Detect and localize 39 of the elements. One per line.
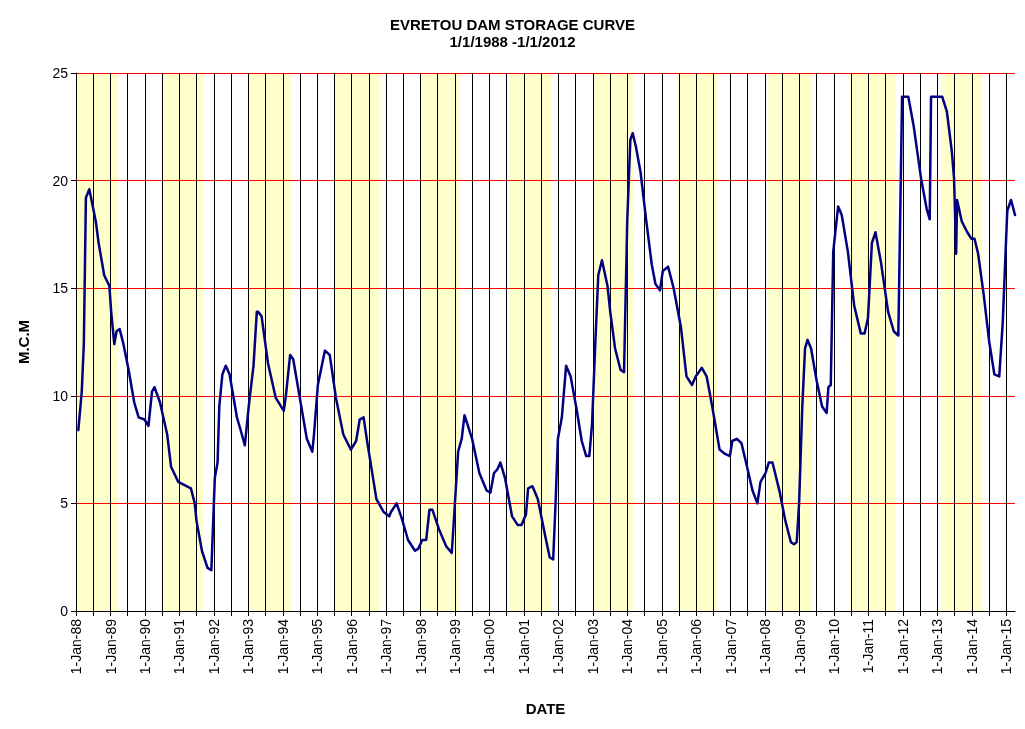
chart-subtitle: 1/1/1988 -1/1/2012 bbox=[449, 33, 576, 50]
x-tick-label: 1-Jan-99 bbox=[447, 618, 463, 675]
x-tick-label: 1-Jan-89 bbox=[102, 618, 119, 675]
x-tick-label: 1-Jan-12 bbox=[894, 618, 911, 675]
x-tick-label: 1-Jan-00 bbox=[481, 618, 498, 675]
y-tick-label: 0 bbox=[60, 603, 69, 619]
x-tick-label: 1-Jan-91 bbox=[171, 618, 188, 675]
x-tick-label: 1-Jan-96 bbox=[343, 618, 360, 675]
x-tick-label: 1-Jan-88 bbox=[68, 618, 84, 675]
x-tick-label: 1-Jan-03 bbox=[584, 618, 601, 675]
x-tick-label: 1-Jan-92 bbox=[205, 618, 222, 675]
x-tick-label: 1-Jan-09 bbox=[791, 618, 808, 675]
x-tick-label: 1-Jan-05 bbox=[653, 618, 670, 675]
x-tick-label: 1-Jan-15 bbox=[998, 618, 1015, 675]
y-tick-label: 5 bbox=[60, 495, 69, 512]
x-tick-label: 1-Jan-04 bbox=[619, 618, 636, 675]
x-tick-label: 1-Jan-93 bbox=[240, 618, 257, 675]
x-tick-label: 1-Jan-97 bbox=[378, 618, 395, 675]
x-tick-label: 1-Jan-06 bbox=[688, 618, 705, 675]
x-tick-label: 1-Jan-90 bbox=[136, 618, 153, 675]
x-tick-label: 1-Jan-98 bbox=[412, 618, 429, 675]
x-tick-label: 1-Jan-11 bbox=[860, 618, 877, 674]
x-axis-title: DATE bbox=[525, 700, 566, 717]
line-series bbox=[77, 95, 1017, 572]
x-tick-label: 1-Jan-10 bbox=[825, 618, 842, 675]
y-tick-label: 10 bbox=[52, 387, 69, 404]
y-tick-label: 25 bbox=[52, 65, 69, 81]
x-tick-label: 1-Jan-13 bbox=[929, 618, 946, 675]
x-tick-label: 1-Jan-01 bbox=[515, 618, 532, 675]
y-tick-label: 20 bbox=[52, 172, 69, 189]
x-tick-label: 1-Jan-94 bbox=[274, 618, 291, 675]
chart-title: EVRETOU DAM STORAGE CURVE bbox=[389, 16, 636, 33]
x-tick-label: 1-Jan-14 bbox=[963, 618, 980, 675]
y-tick-label: 15 bbox=[52, 280, 69, 297]
x-tick-label: 1-Jan-02 bbox=[550, 618, 567, 675]
x-tick-label: 1-Jan-95 bbox=[309, 618, 326, 675]
x-tick-label: 1-Jan-08 bbox=[757, 618, 774, 675]
x-tick-label: 1-Jan-07 bbox=[722, 618, 739, 675]
y-axis-title: M.C.M bbox=[15, 319, 32, 365]
